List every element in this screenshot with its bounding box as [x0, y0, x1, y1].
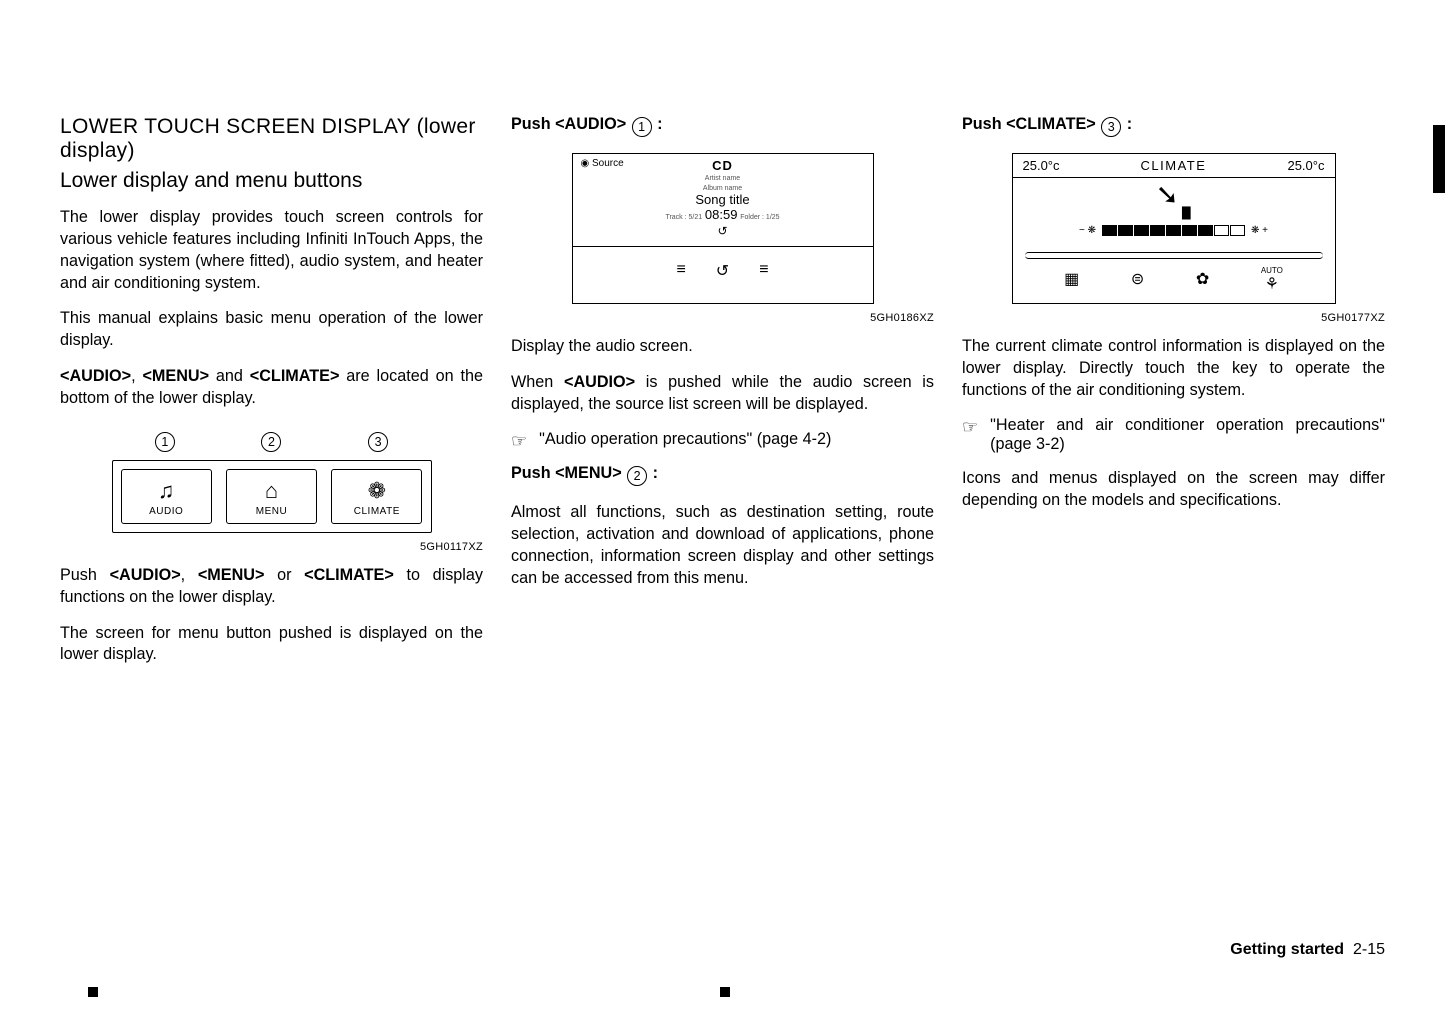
footer-section: Getting started [1230, 941, 1344, 958]
seat-heat-icon: ▦ [1064, 271, 1079, 289]
body-paragraph: Display the audio screen. [511, 336, 934, 358]
fan-level-bar [1102, 225, 1245, 236]
button-name: <AUDIO> [564, 373, 635, 391]
page-footer: Getting started 2-15 [1230, 941, 1385, 959]
fan-segment [1182, 225, 1197, 236]
button-name: <CLIMATE> [250, 367, 340, 385]
footer-page: 2-15 [1353, 941, 1385, 958]
callout-2: 2 [261, 432, 281, 452]
divider [1025, 252, 1323, 259]
fan-segment [1166, 225, 1181, 236]
cross-reference: ☞ "Heater and air conditioner operation … [962, 416, 1385, 454]
section-subtitle: Lower display and menu buttons [60, 169, 483, 193]
album-name: Album name [581, 185, 865, 193]
push-audio-heading: Push <AUDIO> 1 : [511, 115, 934, 137]
fan-segment [1198, 225, 1213, 236]
body-paragraph: Almost all functions, such as destinatio… [511, 502, 934, 589]
reference-text: "Heater and air conditioner operation pr… [990, 416, 1385, 454]
list-icon: ≡ [676, 261, 685, 281]
reference-text: "Audio operation precautions" (page 4-2) [539, 430, 934, 449]
body-paragraph: The lower display provides touch screen … [60, 207, 483, 294]
artist-name: Artist name [581, 175, 865, 183]
auto-mode-icon: AUTO⚘ [1261, 267, 1283, 293]
music-icon: ♫ [126, 480, 207, 502]
play-time: 08:59 [705, 207, 738, 222]
section-title: LOWER TOUCH SCREEN DISPLAY (lower displa… [60, 115, 483, 163]
fan-segment [1150, 225, 1165, 236]
push-climate-heading: Push <CLIMATE> 3 : [962, 115, 1385, 137]
button-name: <MENU> [198, 566, 265, 584]
body-paragraph: Icons and menus displayed on the screen … [962, 468, 1385, 512]
body-paragraph: The screen for menu button pushed is dis… [60, 623, 483, 667]
figure-code: 5GH0177XZ [962, 312, 1385, 324]
audio-hard-button: ♫ AUDIO [121, 469, 212, 524]
airflow-icon [1160, 188, 1188, 216]
steering-heat-icon: ⊜ [1131, 271, 1144, 289]
audio-label: AUDIO [126, 506, 207, 517]
cross-reference: ☞ "Audio operation precautions" (page 4-… [511, 430, 934, 450]
list-icon: ≡ [759, 261, 768, 281]
crop-mark [88, 987, 98, 997]
callout-1-icon: 1 [632, 117, 652, 137]
fan-up-icon: ❋ + [1251, 225, 1268, 236]
body-paragraph: <AUDIO>, <MENU> and <CLIMATE> are locate… [60, 366, 483, 410]
fan-segment [1134, 225, 1149, 236]
push-menu-heading: Push <MENU> 2 : [511, 464, 934, 486]
menu-label: MENU [231, 506, 312, 517]
body-paragraph: Push <AUDIO>, <MENU> or <CLIMATE> to dis… [60, 565, 483, 609]
body-paragraph: This manual explains basic menu operatio… [60, 308, 483, 352]
callout-3-icon: 3 [1101, 117, 1121, 137]
button-name: <AUDIO> [60, 367, 131, 385]
climate-label: CLIMATE [336, 506, 417, 517]
callout-1: 1 [155, 432, 175, 452]
button-name: <MENU> [142, 367, 209, 385]
page-tab-marker [1433, 125, 1445, 193]
fan-segment [1214, 225, 1229, 236]
folder-info: Folder : 1/25 [740, 214, 779, 221]
shuffle-icon: ↺ [581, 224, 865, 238]
fan-segment [1118, 225, 1133, 236]
button-name: <CLIMATE> [304, 566, 394, 584]
temp-right: 25.0°c [1287, 158, 1324, 173]
callout-3: 3 [368, 432, 388, 452]
temp-left: 25.0°c [1023, 158, 1060, 173]
audio-screen-figure: ◉ Source CD Artist name Album name Song … [572, 153, 874, 304]
source-button: ◉ Source [581, 158, 624, 169]
track-info: Track : 5/21 [665, 214, 702, 221]
fan-segment [1102, 225, 1117, 236]
crop-mark [720, 987, 730, 997]
song-title: Song title [581, 192, 865, 207]
body-paragraph: When <AUDIO> is pushed while the audio s… [511, 372, 934, 416]
fan-down-icon: − ❋ [1079, 225, 1096, 236]
buttons-figure: 1 2 3 ♫ AUDIO ⌂ MENU ❁ CLIMATE [112, 432, 432, 533]
column-3: Push <CLIMATE> 3 : 25.0°c CLIMATE 25.0°c… [962, 115, 1385, 969]
figure-code: 5GH0117XZ [60, 541, 483, 553]
climate-hard-button: ❁ CLIMATE [331, 469, 422, 524]
repeat-icon: ↺ [716, 261, 729, 281]
pointer-icon: ☞ [511, 432, 527, 450]
figure-code: 5GH0186XZ [511, 312, 934, 324]
home-icon: ⌂ [231, 480, 312, 502]
settings-icon: ✿ [1196, 271, 1209, 289]
body-paragraph: The current climate control information … [962, 336, 1385, 402]
fan-icon: ❁ [336, 480, 417, 502]
climate-screen-figure: 25.0°c CLIMATE 25.0°c − ❋ ❋ + ▦ ⊜ ✿ AUTO… [1012, 153, 1336, 304]
fan-segment [1230, 225, 1245, 236]
climate-title: CLIMATE [1141, 158, 1207, 173]
menu-hard-button: ⌂ MENU [226, 469, 317, 524]
callout-2-icon: 2 [627, 466, 647, 486]
column-1: LOWER TOUCH SCREEN DISPLAY (lower displa… [60, 115, 483, 969]
pointer-icon: ☞ [962, 418, 978, 436]
button-name: <AUDIO> [110, 566, 181, 584]
column-2: Push <AUDIO> 1 : ◉ Source CD Artist name… [511, 115, 934, 969]
